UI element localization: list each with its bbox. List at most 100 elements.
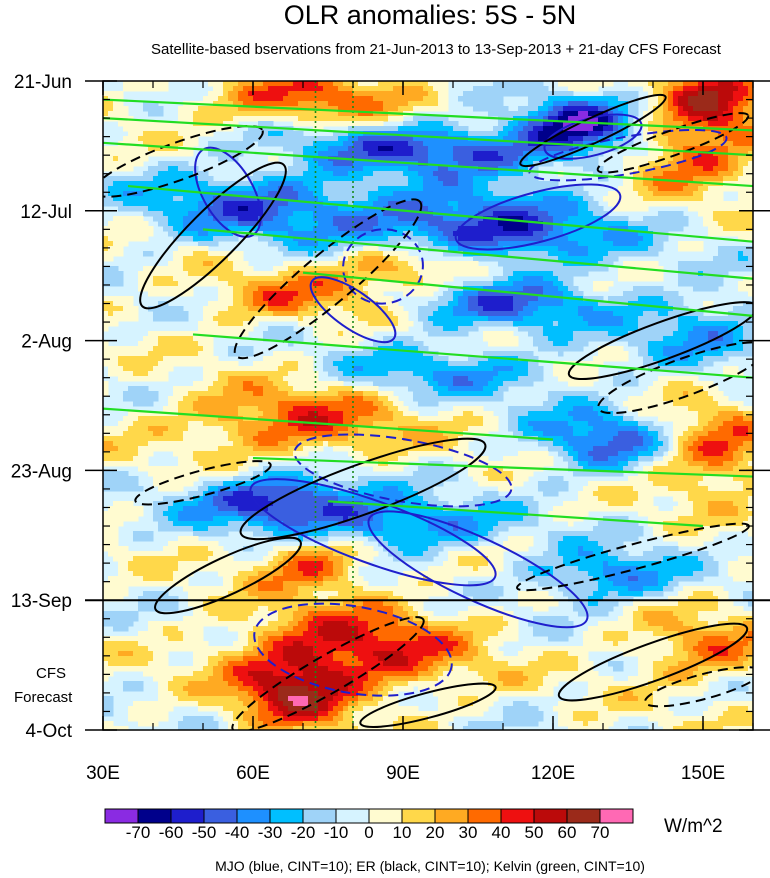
- anomaly-cell: [668, 151, 674, 157]
- anomaly-cell: [473, 241, 479, 247]
- anomaly-cell: [428, 96, 434, 102]
- anomaly-cell: [748, 221, 753, 227]
- anomaly-cell: [453, 151, 459, 157]
- anomaly-cell: [568, 226, 574, 232]
- anomaly-cell: [443, 166, 449, 172]
- anomaly-cell: [178, 131, 184, 137]
- anomaly-cell: [303, 161, 309, 167]
- anomaly-cell: [108, 101, 114, 107]
- anomaly-cell: [413, 131, 419, 137]
- anomaly-cell: [103, 311, 109, 317]
- anomaly-cell: [593, 206, 599, 212]
- anomaly-cell: [318, 151, 324, 157]
- anomaly-cell: [493, 81, 499, 87]
- anomaly-cell: [253, 301, 259, 307]
- anomaly-cell: [743, 106, 749, 112]
- anomaly-cell: [328, 181, 334, 187]
- anomaly-cell: [618, 221, 624, 227]
- anomaly-cell: [623, 116, 629, 122]
- anomaly-cell: [658, 156, 664, 162]
- anomaly-cell: [318, 281, 324, 287]
- anomaly-cell: [533, 261, 539, 267]
- anomaly-cell: [148, 211, 154, 217]
- anomaly-cell: [268, 241, 274, 247]
- anomaly-cell: [733, 136, 739, 142]
- anomaly-cell: [433, 261, 439, 267]
- anomaly-cell: [258, 191, 264, 197]
- anomaly-cell: [568, 266, 574, 272]
- anomaly-cell: [508, 176, 514, 182]
- anomaly-cell: [513, 121, 519, 127]
- anomaly-cell: [303, 201, 309, 207]
- anomaly-cell: [348, 146, 354, 152]
- anomaly-cell: [398, 311, 404, 317]
- anomaly-cell: [293, 231, 299, 237]
- anomaly-cell: [158, 81, 164, 87]
- anomaly-cell: [313, 191, 319, 197]
- anomaly-cell: [133, 141, 139, 147]
- anomaly-cell: [153, 306, 159, 312]
- anomaly-cell: [693, 191, 699, 197]
- anomaly-cell: [303, 171, 309, 177]
- anomaly-cell: [343, 311, 349, 317]
- anomaly-cell: [638, 156, 644, 162]
- anomaly-cell: [208, 236, 214, 242]
- anomaly-cell: [443, 101, 449, 107]
- anomaly-cell: [203, 96, 209, 102]
- anomaly-cell: [273, 111, 279, 117]
- anomaly-cell: [333, 286, 339, 292]
- anomaly-cell: [278, 271, 284, 277]
- anomaly-cell: [623, 241, 629, 247]
- anomaly-cell: [533, 86, 539, 92]
- anomaly-cell: [458, 211, 464, 217]
- anomaly-cell: [638, 286, 644, 292]
- anomaly-cell: [428, 311, 434, 317]
- anomaly-cell: [578, 81, 584, 87]
- anomaly-cell: [228, 196, 234, 202]
- anomaly-cell: [508, 121, 514, 127]
- anomaly-cell: [183, 161, 189, 167]
- anomaly-cell: [408, 266, 414, 272]
- anomaly-cell: [188, 256, 194, 262]
- anomaly-cell: [363, 91, 369, 97]
- anomaly-cell: [543, 266, 549, 272]
- anomaly-cell: [293, 181, 299, 187]
- anomaly-cell: [168, 261, 174, 267]
- anomaly-cell: [748, 126, 753, 132]
- anomaly-cell: [393, 261, 399, 267]
- anomaly-cell: [313, 301, 319, 307]
- anomaly-cell: [243, 81, 249, 87]
- anomaly-cell: [378, 201, 384, 207]
- anomaly-cell: [748, 166, 753, 172]
- anomaly-cell: [418, 216, 424, 222]
- anomaly-cell: [438, 281, 444, 287]
- anomaly-cell: [673, 211, 679, 217]
- anomaly-cell: [178, 221, 184, 227]
- anomaly-cell: [533, 191, 539, 197]
- anomaly-cell: [678, 271, 684, 277]
- anomaly-cell: [478, 256, 484, 262]
- anomaly-cell: [578, 121, 584, 127]
- anomaly-cell: [533, 301, 539, 307]
- anomaly-cell: [623, 221, 629, 227]
- anomaly-cell: [648, 236, 654, 242]
- anomaly-cell: [478, 216, 484, 222]
- anomaly-cell: [623, 266, 629, 272]
- anomaly-cell: [258, 311, 264, 317]
- anomaly-cell: [238, 196, 244, 202]
- anomaly-cell: [628, 246, 634, 252]
- anomaly-cell: [168, 306, 174, 312]
- anomaly-cell: [353, 166, 359, 172]
- anomaly-cell: [298, 241, 304, 247]
- anomaly-cell: [118, 296, 124, 302]
- anomaly-cell: [433, 86, 439, 92]
- anomaly-cell: [708, 81, 714, 87]
- anomaly-cell: [238, 281, 244, 287]
- anomaly-cell: [508, 86, 514, 92]
- anomaly-cell: [748, 121, 753, 127]
- anomaly-cell: [383, 201, 389, 207]
- anomaly-cell: [528, 181, 534, 187]
- anomaly-cell: [588, 236, 594, 242]
- anomaly-cell: [718, 221, 724, 227]
- anomaly-cell: [443, 171, 449, 177]
